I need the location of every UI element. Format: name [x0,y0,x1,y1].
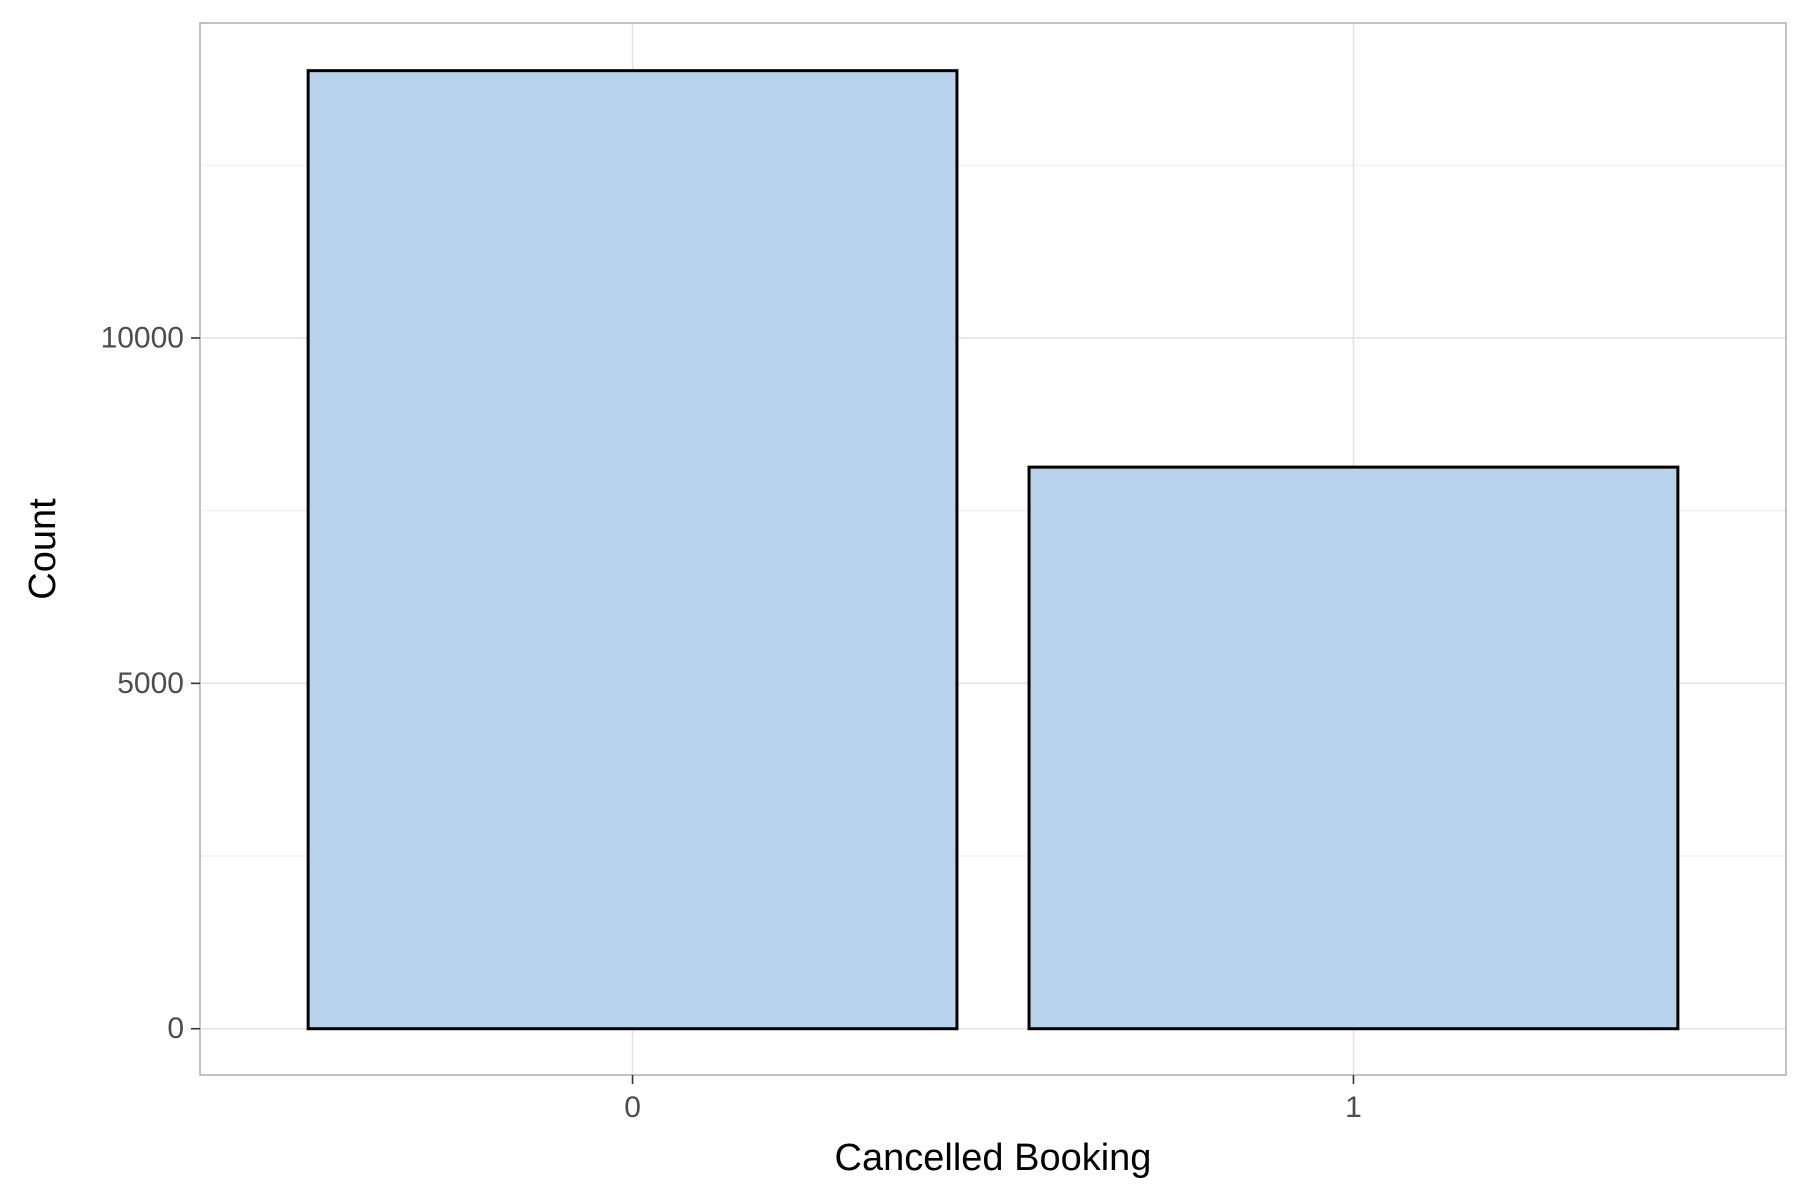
y-tick-label: 10000 [101,321,184,354]
bars [306,69,1680,1031]
y-axis: 0 5000 10000 [101,321,200,1045]
x-tick-label: 0 [624,1091,641,1124]
x-axis-title: Cancelled Booking [835,1137,1152,1179]
y-axis-title: Count [22,498,64,600]
bar-1 [1027,465,1680,1031]
y-tick-label: 0 [167,1012,184,1045]
panel-border [199,22,1787,1076]
y-tick-label: 5000 [117,667,184,700]
bar-0 [306,69,959,1031]
x-tick-label: 1 [1345,1091,1362,1124]
